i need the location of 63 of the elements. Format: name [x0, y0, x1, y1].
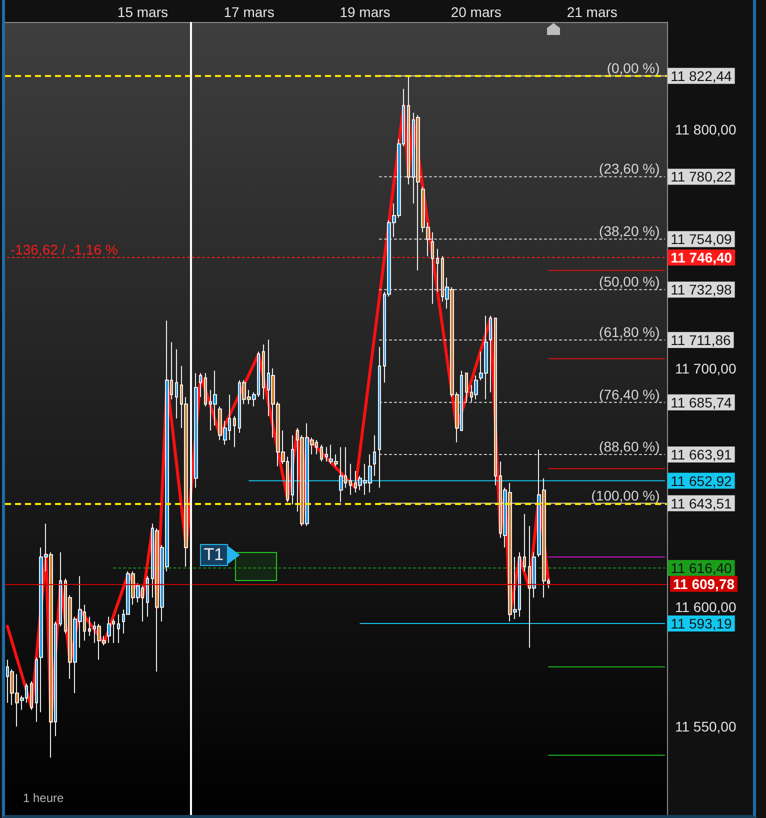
candlestick: [204, 372, 207, 408]
legend-label: (0,00 %): [606, 60, 660, 76]
data-label: 11 780,22: [670, 168, 732, 185]
legend-label: (88,60 %): [599, 438, 660, 455]
candlestick: [339, 446, 343, 503]
data-label: 11 732,98: [670, 282, 732, 298]
candlestick: [146, 576, 149, 618]
data-label: 11 822,44: [670, 68, 732, 84]
candlestick: [262, 344, 265, 400]
data-label: 11 685,74: [670, 394, 732, 410]
candlestick: [378, 346, 381, 488]
candlestick: [59, 552, 62, 627]
y-tick-label: 11 550,00: [675, 718, 736, 735]
data-label: 11 711,86: [670, 332, 731, 348]
candlestick: [291, 434, 294, 505]
candlestick: [416, 114, 420, 271]
candlestick: [407, 76, 410, 185]
candlestick: [436, 248, 439, 292]
candlestick: [465, 372, 468, 402]
x-tick-label: 20 mars: [450, 4, 502, 20]
y-tick-label: 11 800,00: [675, 121, 736, 138]
y-tick-label: 11 600,00: [675, 599, 736, 616]
data-label: 11 643,51: [670, 495, 732, 512]
legend-label: (23,60 %): [599, 160, 660, 177]
data-label: 11 652,92: [670, 472, 732, 489]
candlestick: [494, 318, 497, 486]
x-tick-label: 21 mars: [566, 4, 618, 20]
legend-label: (50,00 %): [599, 274, 660, 290]
legend-label: (76,40 %): [599, 386, 660, 402]
data-label: 11 754,09: [670, 231, 732, 248]
legend-label: (100,00 %): [591, 487, 660, 504]
candlestick: [199, 372, 202, 398]
candlestick: [523, 514, 526, 572]
data-label: 11 593,19: [670, 615, 732, 632]
candlestick: [320, 444, 323, 462]
x-tick-label: 19 mars: [340, 4, 390, 20]
annotation: 1 heure: [23, 791, 64, 805]
data-label: 11 663,91: [670, 446, 732, 463]
x-tick-label: 17 mars: [224, 4, 274, 20]
data-label: 11 616,40: [670, 560, 732, 576]
candlestick: [88, 616, 91, 636]
candlestick: [35, 656, 38, 722]
annotation: T1: [200, 544, 228, 566]
candlestick: [373, 434, 376, 476]
legend-label: (38,20 %): [599, 223, 660, 240]
candlestick: [175, 348, 178, 419]
candlestick: [117, 614, 120, 644]
candlestick: [30, 680, 33, 710]
candlestick: [213, 370, 217, 426]
candlestick: [194, 372, 198, 488]
candlestick: [325, 446, 328, 462]
data-label: 11 746,40: [670, 250, 732, 266]
candlestick: [489, 315, 492, 393]
ref-line-label: 11 609,78: [673, 576, 735, 592]
candlestick: [107, 616, 111, 644]
candlestick: [431, 232, 434, 304]
candlestick: [474, 375, 478, 400]
candlestick: [349, 463, 352, 496]
series-label: -136,62 / -1,16 %: [10, 242, 118, 258]
legend-label: (61,80 %): [599, 324, 660, 340]
y-tick-label: 11 700,00: [675, 360, 736, 376]
x-tick-label: 15 mars: [117, 4, 168, 20]
candlestick: [233, 416, 236, 448]
